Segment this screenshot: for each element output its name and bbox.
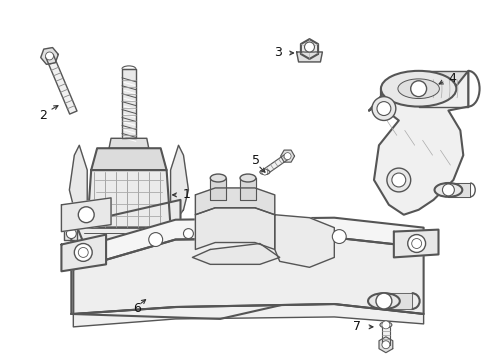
Ellipse shape [380, 322, 392, 328]
Polygon shape [193, 243, 280, 264]
Polygon shape [171, 145, 189, 228]
Circle shape [408, 235, 426, 252]
Circle shape [372, 96, 396, 121]
Polygon shape [301, 39, 318, 59]
Text: 3: 3 [274, 46, 282, 59]
Polygon shape [72, 289, 329, 319]
Ellipse shape [210, 174, 226, 182]
Ellipse shape [381, 71, 456, 107]
Polygon shape [448, 183, 470, 197]
Polygon shape [72, 200, 180, 314]
Polygon shape [394, 230, 439, 257]
Polygon shape [87, 170, 171, 228]
Polygon shape [275, 215, 334, 267]
Polygon shape [61, 198, 111, 231]
Ellipse shape [260, 170, 270, 175]
Text: 7: 7 [353, 320, 361, 333]
Circle shape [149, 233, 163, 247]
Polygon shape [91, 148, 167, 170]
Polygon shape [46, 54, 77, 114]
Circle shape [305, 42, 315, 52]
Circle shape [78, 247, 88, 257]
Ellipse shape [435, 183, 462, 197]
Polygon shape [296, 52, 322, 62]
Ellipse shape [240, 174, 256, 182]
Polygon shape [379, 337, 393, 353]
Text: 6: 6 [133, 302, 141, 315]
Polygon shape [77, 228, 180, 244]
Circle shape [66, 229, 76, 239]
Circle shape [412, 239, 421, 248]
Text: 2: 2 [40, 109, 48, 122]
Polygon shape [109, 138, 149, 148]
Circle shape [382, 321, 390, 329]
Circle shape [183, 229, 194, 239]
Polygon shape [382, 325, 390, 345]
Ellipse shape [368, 293, 400, 309]
Circle shape [74, 243, 92, 261]
Polygon shape [74, 238, 424, 314]
Circle shape [411, 81, 427, 96]
Polygon shape [196, 208, 275, 249]
Text: 4: 4 [448, 72, 456, 85]
Polygon shape [281, 150, 294, 162]
Polygon shape [41, 48, 58, 64]
Circle shape [377, 102, 391, 116]
Polygon shape [210, 178, 226, 200]
Polygon shape [196, 188, 275, 215]
Polygon shape [240, 178, 256, 200]
Ellipse shape [398, 79, 440, 99]
Polygon shape [70, 145, 87, 228]
Circle shape [387, 168, 411, 192]
Polygon shape [61, 235, 106, 271]
Circle shape [46, 52, 53, 60]
Text: 1: 1 [182, 188, 190, 201]
Circle shape [392, 173, 406, 187]
Circle shape [442, 184, 454, 196]
Polygon shape [369, 71, 468, 215]
Polygon shape [382, 293, 412, 309]
Polygon shape [64, 228, 77, 239]
Circle shape [78, 207, 94, 223]
Circle shape [262, 169, 268, 175]
Polygon shape [122, 69, 136, 138]
Circle shape [382, 341, 390, 349]
Circle shape [376, 293, 392, 309]
Text: 5: 5 [252, 154, 260, 167]
Polygon shape [418, 71, 468, 107]
Polygon shape [74, 218, 424, 269]
Circle shape [284, 153, 291, 159]
Circle shape [332, 230, 346, 243]
Polygon shape [74, 304, 424, 327]
Polygon shape [263, 154, 289, 175]
Polygon shape [180, 228, 196, 239]
